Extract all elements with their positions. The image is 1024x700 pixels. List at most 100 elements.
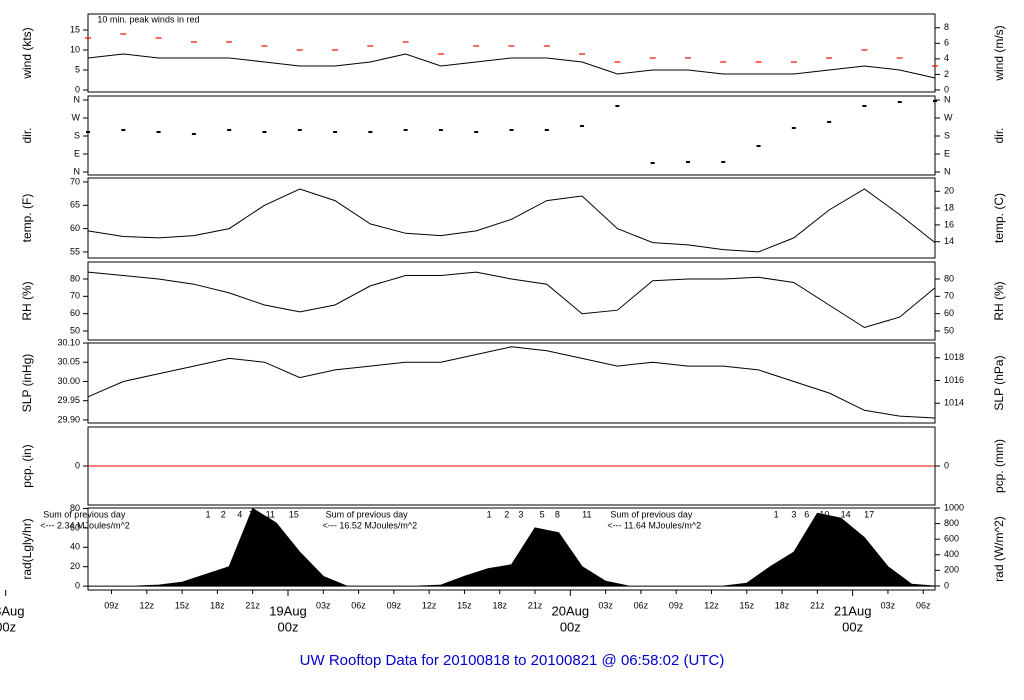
day-label: 19Aug: [269, 603, 307, 618]
point: [262, 131, 267, 133]
y-tick-label: 15: [70, 24, 80, 34]
point: [721, 161, 726, 163]
x-tick-label: 12z: [140, 600, 155, 610]
y-tick-label: 50: [70, 325, 80, 335]
y2-tick-label: N: [944, 94, 951, 104]
panel-frame: [87, 342, 936, 424]
hour-mark: 4: [237, 509, 242, 519]
y2-tick-label: 4: [944, 53, 949, 63]
hour-mark: 1: [205, 509, 210, 519]
y-tick-label: 10: [70, 44, 80, 54]
y2-tick-label: 1014: [944, 398, 964, 408]
hour-mark: 14: [841, 509, 851, 519]
x-tick-label: 15z: [740, 600, 755, 610]
point: [685, 161, 690, 163]
annotation: <--- 16.52 MJoules/m^2: [323, 520, 418, 530]
x-tick-label: 09z: [104, 600, 119, 610]
y-tick-label: 0: [75, 84, 80, 94]
y-tick-label: 0: [75, 580, 80, 590]
y-tick-label: N: [74, 166, 81, 176]
point: [933, 100, 937, 102]
y2-axis-label: SLP (hPa): [992, 355, 1006, 410]
y-axis-label: SLP (inHg): [20, 354, 34, 412]
day-label: 21Aug: [834, 603, 872, 618]
point: [791, 127, 796, 129]
y-axis-label: temp. (F): [20, 194, 34, 243]
hour-mark: 10: [819, 509, 829, 519]
y-tick-label: 5: [75, 64, 80, 74]
x-tick-label: 03z: [598, 600, 613, 610]
hour-mark: 7: [249, 509, 254, 519]
point: [227, 129, 232, 131]
day-label: 18Aug: [0, 603, 24, 618]
y2-tick-label: 60: [944, 308, 954, 318]
y-tick-label: 30.05: [57, 357, 80, 367]
x-tick-label: 09z: [387, 600, 402, 610]
panel-frame: [87, 13, 936, 93]
y2-tick-label: 600: [944, 534, 959, 544]
y2-tick-label: S: [944, 130, 950, 140]
x-tick-label: 12z: [422, 600, 437, 610]
y2-tick-label: 6: [944, 38, 949, 48]
point: [121, 129, 126, 131]
y-tick-label: 55: [70, 246, 80, 256]
x-tick-label: 06z: [634, 600, 649, 610]
y2-tick-label: 1000: [944, 502, 964, 512]
y2-tick-label: 1016: [944, 375, 964, 385]
hour-mark: 17: [864, 509, 874, 519]
y-tick-label: 40: [70, 542, 80, 552]
x-tick-label: 09z: [669, 600, 684, 610]
day-hour-label: 00z: [560, 619, 581, 634]
hour-mark: 11: [582, 509, 591, 519]
x-tick-label: 21z: [528, 600, 543, 610]
y-axis-label: RH (%): [20, 281, 34, 320]
y-axis-label: rad(Lgly/hr): [20, 518, 34, 579]
annotation: Sum of previous day: [326, 509, 409, 519]
y2-tick-label: 800: [944, 518, 959, 528]
y2-tick-label: 1018: [944, 352, 964, 362]
y-tick-label: 60: [70, 223, 80, 233]
y2-tick-label: 200: [944, 565, 959, 575]
point: [580, 125, 585, 127]
point: [333, 131, 338, 133]
y-tick-label: 20: [70, 561, 80, 571]
y2-tick-label: 0: [944, 84, 949, 94]
y-tick-label: 65: [70, 200, 80, 210]
annotation: <--- 11.64 MJoules/m^2: [607, 520, 701, 530]
panel-frame: [87, 95, 936, 176]
y2-axis-label: dir.: [992, 127, 1006, 143]
annotation: Sum of previous day: [610, 509, 693, 519]
hour-mark: 5: [540, 509, 545, 519]
hour-mark: 2: [504, 509, 509, 519]
y2-axis-label: pcp. (mm): [992, 439, 1006, 493]
x-tick-label: 18z: [492, 600, 507, 610]
point: [650, 162, 655, 164]
y-tick-label: E: [74, 148, 80, 158]
x-tick-label: 06z: [351, 600, 366, 610]
y-tick-label: 0: [75, 460, 80, 470]
hour-mark: 11: [266, 509, 275, 519]
y-axis-label: wind (kts): [20, 27, 34, 79]
x-tick-label: 06z: [916, 600, 931, 610]
x-tick-label: 03z: [316, 600, 331, 610]
point: [474, 131, 479, 133]
point: [156, 131, 161, 133]
y2-tick-label: 2: [944, 69, 949, 79]
y-tick-label: 70: [70, 176, 80, 186]
y2-tick-label: N: [944, 166, 951, 176]
point: [509, 129, 514, 131]
annotation: 10 min. peak winds in red: [97, 14, 199, 24]
y2-tick-label: 8: [944, 22, 949, 32]
line: [87, 346, 936, 419]
day-label: 20Aug: [552, 603, 590, 618]
y2-tick-label: 50: [944, 325, 954, 335]
y-axis-label: pcp. (in): [20, 444, 34, 487]
line: [87, 188, 936, 253]
x-tick-label: 03z: [881, 600, 896, 610]
y2-tick-label: 0: [944, 580, 949, 590]
y-tick-label: 30.10: [57, 337, 80, 347]
hour-mark: 1: [487, 509, 492, 519]
point: [86, 131, 90, 133]
point: [191, 133, 196, 135]
hour-mark: 15: [289, 509, 299, 519]
